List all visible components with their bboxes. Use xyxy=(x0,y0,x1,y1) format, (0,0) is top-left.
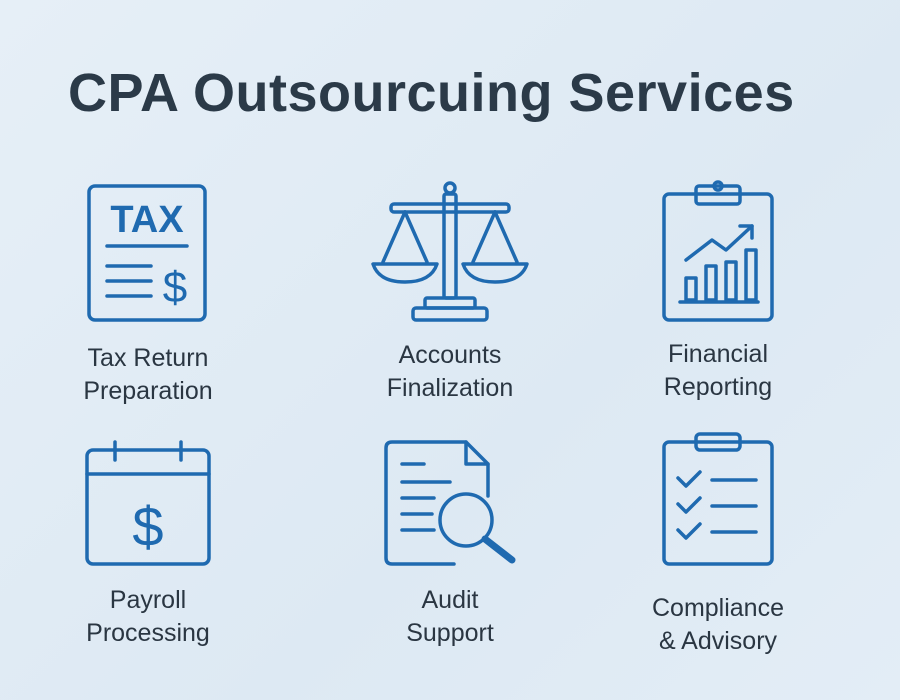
svg-text:$: $ xyxy=(132,495,163,558)
svg-text:TAX: TAX xyxy=(110,199,184,241)
service-payroll-processing: $ Payroll Processing xyxy=(18,440,278,650)
scales-icon xyxy=(371,181,529,322)
service-label-line1: Accounts xyxy=(398,341,502,369)
service-label-line1: Payroll xyxy=(109,586,187,614)
service-label-line2: Processing xyxy=(86,619,210,647)
service-label-line1: Audit xyxy=(421,586,479,614)
calendar-dollar-icon: $ xyxy=(85,440,211,566)
service-financial-reporting: Financial Reporting xyxy=(588,178,848,404)
service-label-line1: Tax Return xyxy=(87,344,209,372)
document-magnifier-icon xyxy=(384,440,516,566)
service-label-line1: Compliance xyxy=(651,594,784,622)
service-label-line2: & Advisory xyxy=(658,627,778,655)
clipboard-chart-icon xyxy=(662,180,774,322)
service-accounts-finalization: Accounts Finalization xyxy=(320,180,580,405)
checklist-icon xyxy=(662,432,774,566)
tax-document-icon: TAX $ xyxy=(87,184,207,322)
service-audit-support: Audit Support xyxy=(320,440,580,650)
page-title: CPA Outsourcuing Services xyxy=(68,63,795,123)
svg-text:$: $ xyxy=(163,263,187,312)
service-label-line2: Support xyxy=(406,619,494,647)
service-label-line2: Finalization xyxy=(386,374,514,402)
service-compliance-advisory: Compliance & Advisory xyxy=(588,432,848,658)
service-label-line1: Financial xyxy=(667,340,769,368)
service-tax-return-preparation: TAX $ Tax Return Preparation xyxy=(18,184,278,408)
service-label-line2: Reporting xyxy=(663,373,773,401)
service-label-line2: Preparation xyxy=(83,377,213,405)
